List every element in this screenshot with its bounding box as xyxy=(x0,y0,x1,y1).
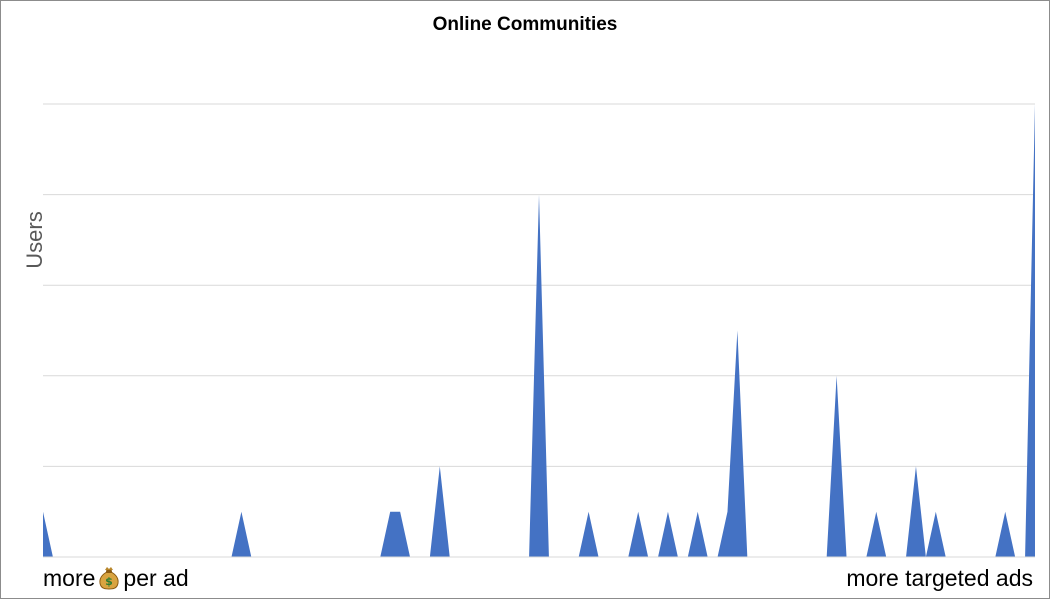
x-axis-label-left-text: more xyxy=(43,565,96,591)
money-bag-icon: $ xyxy=(98,566,120,590)
svg-text:$: $ xyxy=(106,575,114,588)
x-axis-label-left-suffix: per ad xyxy=(123,565,189,591)
chart-title: Online Communities xyxy=(432,14,618,35)
x-axis-label-left: more $ per ad xyxy=(43,565,189,592)
y-axis-label: Users xyxy=(22,211,47,269)
series-area xyxy=(43,104,1035,557)
x-axis-label-right: more targeted ads xyxy=(846,565,1033,591)
